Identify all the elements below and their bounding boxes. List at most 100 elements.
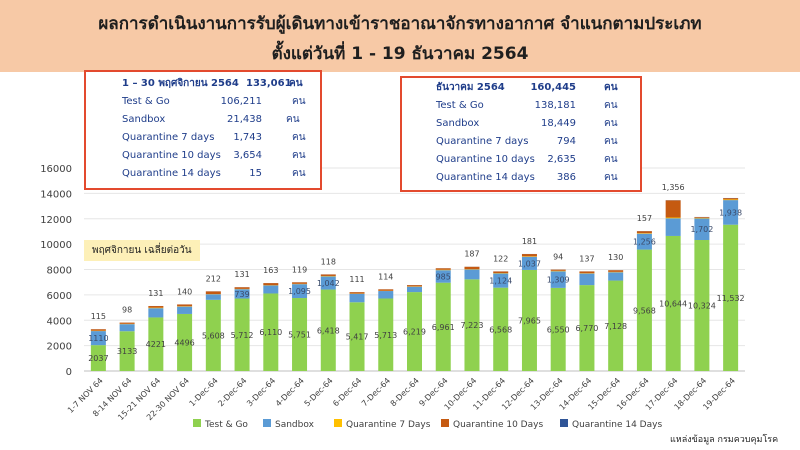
december-row-label: Test & Go	[436, 100, 484, 111]
data-label: 4221	[146, 340, 166, 349]
december-row-value: 18,449	[541, 118, 576, 129]
december-row-label: Quarantine 10 days	[436, 154, 535, 165]
bar-segment	[665, 200, 681, 218]
november-row-value: 21,438	[227, 114, 262, 125]
x-tick-label: 1-Dec-64	[188, 376, 220, 408]
bar-segment	[378, 298, 394, 371]
bar-segment	[579, 285, 595, 371]
december-row-unit: คน	[604, 118, 618, 129]
data-label: 7,128	[604, 322, 627, 331]
x-tick-label: 8-Dec-64	[389, 376, 421, 408]
bar-segment	[550, 269, 566, 271]
bar-segment	[435, 282, 451, 371]
december-row-value: 794	[556, 136, 576, 147]
data-label: 4496	[174, 338, 194, 347]
november-row-label: Quarantine 14 days	[122, 168, 221, 179]
data-source: แหล่งข้อมูล กรมควบคุมโรค	[670, 435, 779, 445]
december-row-unit: คน	[604, 154, 618, 165]
december-row-value: 138,181	[534, 100, 576, 111]
december-row-value: 386	[556, 172, 576, 183]
y-tick-label: 8000	[47, 266, 72, 277]
bar-segment	[694, 218, 710, 241]
november-total-row: 1 – 30 พฤศจิกายน 2564 133,061 คน	[86, 76, 320, 92]
data-label: 5,751	[288, 331, 311, 340]
december-summary-box: ธันวาคม 2564 160,445 คน Test & Go 138,18…	[400, 76, 642, 192]
x-tick-label: 4-Dec-64	[274, 376, 306, 408]
x-tick-label: 6-Dec-64	[331, 376, 363, 408]
bar-segment	[119, 324, 135, 332]
bar-segment	[263, 283, 279, 286]
bar-segment	[636, 233, 652, 250]
november-period: 1 – 30 พฤศจิกายน 2564	[122, 78, 239, 89]
november-row-sandbox: Sandbox 21,438 คน	[86, 112, 320, 128]
data-label: 985	[436, 272, 451, 281]
data-label: 131	[234, 270, 249, 279]
bar-segment	[205, 291, 221, 295]
y-tick-label: 12000	[40, 215, 72, 226]
bar-segment	[550, 270, 566, 272]
data-label: 1,095	[288, 287, 311, 296]
data-label: 157	[637, 214, 652, 223]
data-label: 6,568	[489, 325, 512, 334]
data-label: 114	[378, 272, 393, 281]
data-label: 10,644	[659, 299, 687, 308]
november-row-unit: คน	[292, 96, 306, 107]
y-tick-label: 10000	[40, 240, 72, 251]
bar-segment	[234, 298, 250, 371]
bar-segment	[119, 331, 135, 371]
y-tick-label: 2000	[47, 342, 72, 353]
bar-segment	[636, 231, 652, 234]
bar-segment	[493, 271, 509, 274]
data-label: 5,712	[231, 331, 254, 340]
data-label: 6,770	[575, 324, 598, 333]
data-label: 1110	[88, 334, 108, 343]
bar-segment	[608, 272, 624, 281]
data-label: 140	[177, 287, 192, 296]
november-row-label: Quarantine 7 days	[122, 132, 215, 143]
data-label: 122	[493, 254, 508, 263]
november-average-note: พฤศจิกายน เฉลี่ยต่อวัน	[84, 240, 200, 261]
bar-segment	[435, 268, 451, 270]
data-label: 6,961	[432, 323, 455, 332]
december-row-label: Sandbox	[436, 118, 480, 129]
data-label: 6,219	[403, 328, 426, 337]
bar-segment	[119, 322, 135, 324]
bar-segment	[407, 286, 422, 293]
data-label: 10,324	[688, 302, 716, 311]
data-label: 130	[608, 253, 623, 262]
november-row-q7: Quarantine 7 days 1,743 คน	[86, 130, 320, 146]
y-tick-label: 14000	[40, 189, 72, 200]
data-label: 94	[553, 253, 563, 262]
bar-segment	[148, 307, 164, 309]
data-label: 98	[122, 306, 132, 315]
november-row-label: Test & Go	[122, 96, 170, 107]
data-label: 6,418	[317, 326, 340, 335]
data-label: 131	[148, 289, 163, 298]
bar-segment	[435, 270, 451, 283]
bar-segment	[263, 293, 279, 371]
data-label: 2037	[88, 354, 108, 363]
legend-swatch	[441, 419, 449, 427]
november-row-q10: Quarantine 10 days 3,654 คน	[86, 148, 320, 164]
bar-segment	[521, 256, 537, 270]
bar-segment	[407, 285, 422, 287]
november-row-unit: คน	[292, 168, 306, 179]
bar-segment	[550, 287, 566, 371]
bar-segment	[723, 199, 739, 201]
bar-segment	[464, 279, 480, 371]
bar-segment	[723, 224, 739, 371]
legend-label: Quarantine 7 Days	[346, 420, 431, 430]
data-label: 1,042	[317, 279, 340, 288]
november-row-label: Quarantine 10 days	[122, 150, 221, 161]
bar-segment	[723, 200, 739, 225]
legend-swatch	[334, 419, 342, 427]
december-row-unit: คน	[604, 136, 618, 147]
y-tick-label: 4000	[47, 316, 72, 327]
bar-segment	[177, 306, 193, 314]
bar-segment	[579, 273, 595, 286]
title-banner: ผลการดำเนินงานการรับผู้เดินทางเข้าราชอาณ…	[0, 0, 800, 72]
legend-label: Quarantine 10 Days	[453, 420, 543, 430]
december-row-q14: Quarantine 14 days 386 คน	[402, 170, 640, 186]
bar-segment	[177, 313, 193, 371]
